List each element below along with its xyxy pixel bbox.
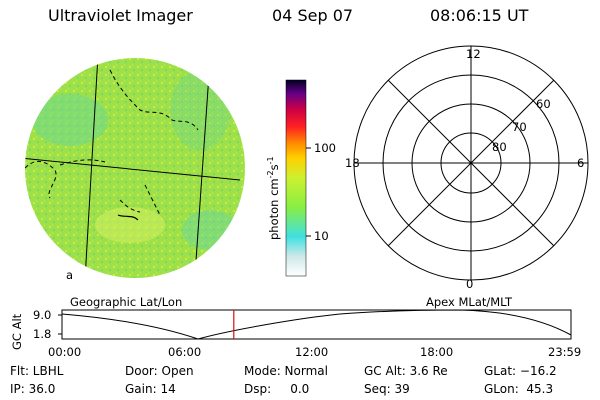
uv-disk-image xyxy=(25,58,245,278)
mlt-label-6: 6 xyxy=(577,156,585,170)
mlat-label-70: 70 xyxy=(512,120,527,134)
info-door: Door: Open xyxy=(125,364,194,378)
info-gc-alt: GC Alt: 3.6 Re xyxy=(364,364,448,378)
xtick-1200: 12:00 xyxy=(295,345,329,359)
colorbar xyxy=(285,79,311,277)
altitude-ylabel: GC Alt xyxy=(10,313,24,350)
altitude-ytick-high: 9.0 xyxy=(33,308,52,322)
info-glon: GLon: 45.3 xyxy=(484,382,554,396)
altitude-plot-frame xyxy=(61,309,572,340)
apex-label: Apex MLat/MLT xyxy=(426,295,513,309)
xtick-2359: 23:59 xyxy=(548,345,582,359)
altitude-ytick-low: 1.8 xyxy=(33,327,52,341)
time-label: 08:06:15 UT xyxy=(430,6,529,25)
polar-grid xyxy=(353,45,589,281)
info-mode: Mode: Normal xyxy=(244,364,328,378)
xtick-0600: 06:00 xyxy=(168,345,202,359)
mlt-label-18: 18 xyxy=(345,156,360,170)
info-ip: IP: 36.0 xyxy=(10,382,56,396)
info-seq: Seq: 39 xyxy=(364,382,410,396)
altitude-plot xyxy=(58,309,572,340)
colorbar-gradient xyxy=(285,79,307,277)
date-label: 04 Sep 07 xyxy=(272,6,354,25)
colorbar-tick-100: 100 xyxy=(314,141,336,155)
info-gain: Gain: 14 xyxy=(125,382,176,396)
colorbar-unit-label: photon cm-2s-1 xyxy=(266,156,281,240)
instrument-title: Ultraviolet Imager xyxy=(48,6,193,25)
info-glat: GLat: −16.2 xyxy=(484,364,557,378)
mlat-label-60: 60 xyxy=(536,97,551,111)
xtick-1800: 18:00 xyxy=(420,345,454,359)
corner-letter: a xyxy=(66,268,74,282)
colorbar-tick-10: 10 xyxy=(314,229,329,243)
mlat-label-80: 80 xyxy=(492,140,507,154)
geographic-label: Geographic Lat/Lon xyxy=(70,295,183,309)
altitude-curve xyxy=(61,309,572,340)
info-filter: Flt: LBHL xyxy=(10,364,64,378)
info-dsp: Dsp: 0.0 xyxy=(244,382,310,396)
mlt-label-0: 0 xyxy=(466,277,474,291)
xtick-0000: 00:00 xyxy=(48,345,82,359)
mlt-label-12: 12 xyxy=(466,47,481,61)
